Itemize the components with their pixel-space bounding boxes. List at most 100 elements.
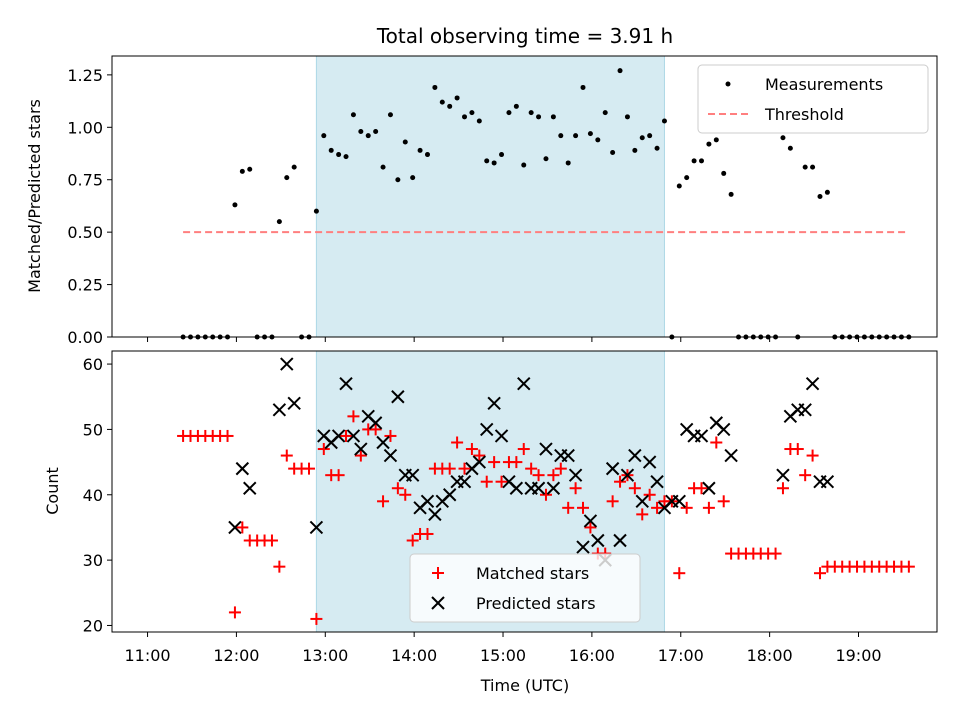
measurement-point [439, 99, 445, 105]
bottom-legend: Matched stars Predicted stars [409, 553, 641, 623]
matched-stars-point [317, 443, 330, 456]
matched-stars-point [369, 423, 382, 436]
predicted-stars-point [309, 520, 324, 535]
measurement-point [506, 110, 512, 116]
matched-stars-point [710, 436, 723, 449]
predicted-stars-point [776, 468, 790, 482]
bottom-y-axis-label: Count [43, 467, 62, 515]
matched-stars-point [902, 560, 915, 573]
measurement-point [291, 164, 297, 170]
top-y-axis-label: Matched/Predicted stars [25, 99, 44, 293]
x-tick-label: 15:00 [480, 646, 526, 665]
measurement-point [395, 177, 401, 183]
measurement-point [239, 168, 245, 174]
matched-stars-point [717, 495, 730, 508]
measurement-point [432, 84, 438, 90]
matched-stars-point [384, 429, 397, 442]
x-axis-label: Time (UTC) [480, 676, 569, 695]
measurement-point [824, 189, 830, 195]
measurement-point [624, 114, 630, 120]
top-x-ticks [147, 337, 859, 342]
top-axes-frame [111, 55, 938, 338]
predicted-stars-point [272, 403, 287, 417]
predicted-stars-point [820, 474, 835, 489]
measurement-point [787, 145, 793, 151]
measurement-point [684, 175, 690, 181]
predicted-stars-point [561, 448, 575, 463]
x-tick-label: 12:00 [213, 646, 259, 665]
measurement-point [706, 141, 712, 147]
matched-stars-point [813, 567, 826, 580]
measurement-point [521, 162, 527, 168]
matched-stars-point [769, 547, 782, 560]
top-y-tick-label: 0.00 [67, 328, 103, 347]
x-tick-label: 13:00 [302, 646, 348, 665]
measurement-point [617, 68, 623, 74]
measurement-point [336, 152, 342, 158]
predicted-stars-point [805, 376, 820, 391]
top-y-tick-label: 1.00 [67, 118, 103, 137]
x-tick-label: 16:00 [569, 646, 615, 665]
predicted-stars-point [339, 376, 353, 391]
predicted-stars-point [405, 468, 420, 482]
bottom-y-tick-label: 50 [83, 420, 103, 439]
predicted-stars-point [605, 461, 620, 476]
matched-stars-point [695, 482, 708, 495]
matched-stars-point [636, 508, 649, 521]
measurement-point [462, 114, 468, 120]
predicted-stars-point [228, 520, 242, 535]
x-tick-label: 11:00 [124, 646, 170, 665]
measurement-point [728, 191, 734, 197]
measurement-point [328, 147, 334, 153]
predicted-stars-point [280, 357, 294, 371]
measurement-point [691, 158, 697, 164]
measurement-point [647, 133, 653, 139]
predicted-stars-point [428, 507, 442, 522]
measurement-point [713, 137, 719, 143]
measurement-point [810, 164, 816, 170]
matched-stars-point [443, 462, 456, 475]
measurement-point [543, 156, 549, 162]
predicted-stars-point [376, 435, 390, 450]
measurement-point [536, 114, 542, 120]
predicted-stars-point [391, 390, 405, 404]
predicted-stars-point [613, 533, 627, 548]
measurement-point [698, 158, 704, 164]
matched-stars-point [473, 449, 486, 462]
matched-stars-point [347, 410, 360, 423]
predicted-stars-point [354, 442, 368, 456]
legend-threshold-label: Threshold [764, 105, 844, 124]
measurement-point [358, 128, 364, 134]
predicted-stars-point [509, 481, 524, 495]
top-y-tick-label: 0.25 [67, 276, 103, 295]
bottom-panel: 20 30 40 50 60 11:00 12:00 13:00 14:00 15:00 16:0… [43, 350, 938, 695]
predicted-stars-point [650, 474, 664, 489]
matched-stars-point [340, 429, 353, 442]
measurement-point [632, 147, 638, 153]
matched-stars-point [554, 462, 567, 475]
predicted-stars-point [702, 481, 716, 495]
matched-stars-point [495, 475, 508, 488]
predicted-stars-point [531, 481, 546, 495]
matched-stars-point [465, 443, 478, 456]
chart-title: Total observing time = 3.91 h [376, 24, 673, 48]
bottom-y-tick-label: 30 [83, 551, 103, 570]
predicted-stars-point [583, 514, 598, 528]
measurement-point [284, 175, 290, 181]
predicted-stars-point [591, 533, 605, 548]
measurement-point [721, 170, 727, 176]
matched-stars-point [280, 449, 293, 462]
matched-stars-point [480, 475, 493, 488]
predicted-stars-point [235, 461, 250, 476]
predicted-stars-point [539, 442, 553, 456]
matched-stars-point [614, 475, 627, 488]
legend-matched-label: Matched stars [476, 564, 589, 583]
bottom-y-tick-label: 60 [83, 355, 103, 374]
measurement-point [410, 175, 416, 181]
matched-stars-point [451, 436, 464, 449]
matched-stars-point [517, 443, 530, 456]
measurement-point [247, 166, 253, 172]
measurement-point [469, 110, 475, 116]
predicted-stars-point [724, 448, 738, 463]
